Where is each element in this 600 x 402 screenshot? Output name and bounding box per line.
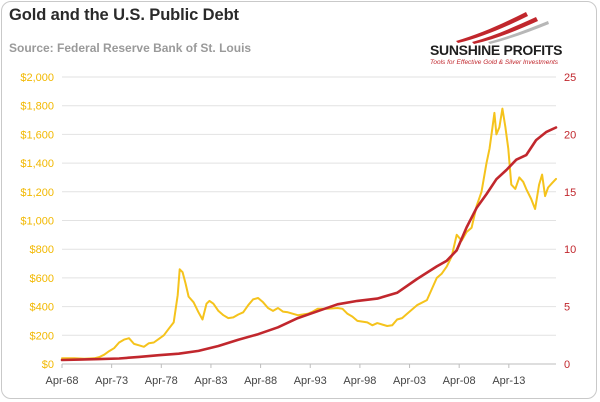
y-right-tick-label: 15 xyxy=(564,187,576,199)
x-tick-label: Apr-78 xyxy=(145,375,178,387)
chart-source: Source: Federal Reserve Bank of St. Loui… xyxy=(9,41,252,55)
x-tick-label: Apr-68 xyxy=(45,375,78,387)
chart-title: Gold and the U.S. Public Debt xyxy=(9,6,239,24)
y-right-tick-label: 20 xyxy=(564,129,576,141)
y-left-tick-label: $2,000 xyxy=(20,72,54,84)
x-tick-label: Apr-88 xyxy=(244,375,277,387)
x-tick-label: Apr-83 xyxy=(194,375,227,387)
y-left-tick-label: $1,400 xyxy=(20,158,54,170)
x-tick-label: Apr-73 xyxy=(95,375,128,387)
y-right-tick-label: 10 xyxy=(564,244,576,256)
x-tick-label: Apr-98 xyxy=(343,375,376,387)
y-left-tick-label: $600 xyxy=(30,273,54,285)
public-debt-line xyxy=(60,126,558,362)
y-left-tick-label: $1,800 xyxy=(20,101,54,113)
x-tick-label: Apr-13 xyxy=(492,375,525,387)
y-left-tick-label: $200 xyxy=(30,330,54,342)
y-right-tick-label: 25 xyxy=(564,72,576,84)
y-left-tick-label: $1,200 xyxy=(20,187,54,199)
y-right-tick-label: 5 xyxy=(564,302,570,314)
y-left-tick-label: $1,600 xyxy=(20,129,54,141)
y-right-tick-label: 0 xyxy=(564,359,570,371)
y-left-tick-label: $400 xyxy=(30,302,54,314)
x-tick-label: Apr-08 xyxy=(443,375,476,387)
sunshine-profits-logo: SUNSHINE PROFITS Tools for Effective Gol… xyxy=(418,8,590,70)
logo-swoosh-icon xyxy=(456,12,549,44)
y-left-tick-label: $0 xyxy=(42,359,54,371)
x-tick-label: Apr-03 xyxy=(393,375,426,387)
x-tick-label: Apr-93 xyxy=(294,375,327,387)
gold-price-line xyxy=(61,107,557,360)
logo-tagline: Tools for Effective Gold & Silver Invest… xyxy=(430,59,559,66)
y-left-tick-label: $1,000 xyxy=(20,216,54,228)
y-left-tick-label: $800 xyxy=(30,244,54,256)
logo-brand: SUNSHINE PROFITS xyxy=(430,42,563,58)
